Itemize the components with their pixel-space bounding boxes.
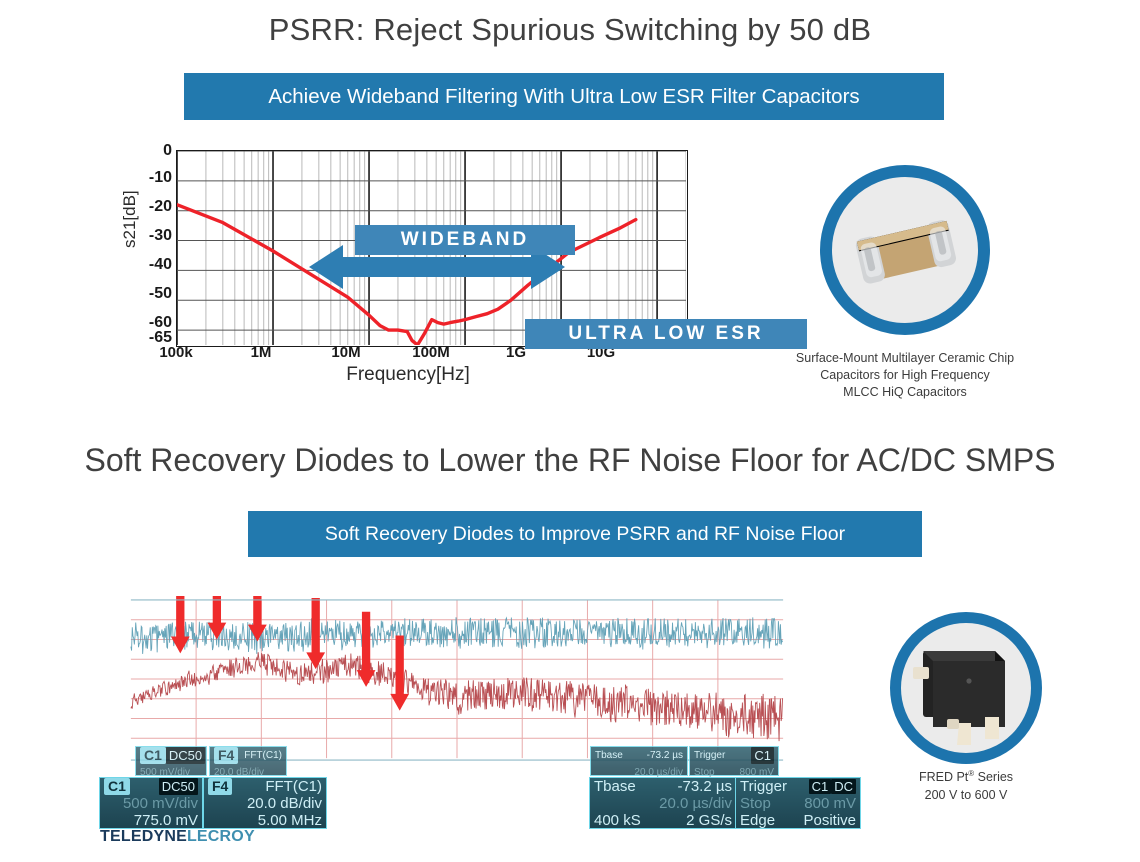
ghost-f4-tag: F4 [214,747,239,764]
ghost-tbase-scale: 20.0 µs/div [634,767,683,778]
fred-series-suffix: Series [974,770,1014,785]
timebase-label: Tbase [594,778,636,795]
y-tick: -65 [148,329,172,346]
ultra-low-esr-annotation: ULTRA LOW ESR [525,319,807,349]
channel-panel[interactable]: C1 DC50 500 mV/div 775.0 mV [99,777,203,829]
timebase-panel-ghost: Tbase -73.2 µs 20.0 µs/div [590,746,688,778]
registered-mark-icon: ® [968,769,975,778]
ghost-tbase-label: Tbase [595,750,623,761]
math-panel[interactable]: F4 FFT(C1) 20.0 dB/div 5.00 MHz [203,777,327,829]
capacitor-caption-line-2: Capacitors for High Frequency [820,367,990,382]
ghost-c1-tag: C1 [140,747,166,764]
math-function: FFT(C1) [265,778,322,795]
math-horizontal-scale: 5.00 MHz [257,812,322,829]
ghost-trig-level: 800 mV [739,767,774,778]
trigger-type: Edge [740,812,776,829]
y-tick: -10 [148,169,172,186]
ghost-fn: FFT(C1) [244,750,282,761]
x-tick: 100k [159,344,193,361]
channel-panel-ghost: C1 DC50 500 mV/div [135,746,207,778]
fred-caption: FRED Pt® Series 200 V to 600 V [866,768,1066,804]
page-title-section-1: PSRR: Reject Spurious Switching by 50 dB [268,12,872,47]
capacitor-caption: Surface-Mount Multilayer Ceramic Chip Ca… [770,350,1040,401]
ghost-tbase-delay: -73.2 µs [646,750,683,761]
ghost-coupling: DC50 [165,747,206,764]
trigger-panel-ghost: Trigger C1 Stop 800 mV [689,746,779,778]
channel-scale: 500 mV/div [122,795,198,812]
banner-section-1: Achieve Wideband Filtering With Ultra Lo… [184,73,944,120]
x-tick: 10M [331,344,361,361]
y-tick: -50 [148,285,172,302]
chart-y-axis-ticks: 0 -10 -20 -30 -40 -50 -60 -65 [128,142,172,346]
logo-brand: TELEDYNE [100,828,187,845]
fred-series-name: FRED Pt [918,770,969,785]
ghost-trig-state: Stop [694,767,715,778]
x-tick: 1G [505,344,527,361]
trigger-panel[interactable]: Trigger C1 DC Stop 800 mV Edge Positive [735,777,861,829]
timebase-sample-rate: 2 GS/s [686,812,732,829]
y-tick: -20 [148,198,172,215]
ghost-trig-src: C1 [751,747,774,764]
trigger-coupling: DC [831,779,856,794]
mlcc-capacitor-icon [855,220,956,284]
math-tag: F4 [208,778,233,795]
math-vertical-scale: 20.0 dB/div [246,795,322,812]
math-panel-ghost: F4 FFT(C1) 20.0 dB/div [209,746,287,778]
teledyne-lecroy-logo: TELEDYNELECROY [100,828,255,846]
x-tick: 1M [250,344,272,361]
oscilloscope-screenshot: C1 DC50 500 mV/div F4 FFT(C1) 20.0 dB/div … [99,596,861,836]
ghost-vert: 20.0 dB/div [214,767,265,778]
y-tick: -40 [148,256,172,273]
trigger-source: C1 [808,779,832,794]
timebase-panel[interactable]: Tbase -73.2 µs 20.0 µs/div 400 kS 2 GS/s [589,777,737,829]
wideband-annotation: WIDEBAND [355,225,575,255]
ghost-trig-label: Trigger [694,750,726,761]
trigger-label: Trigger [740,778,787,795]
fred-caption-line-2: 200 V to 600 V [924,787,1008,802]
channel-coupling: DC50 [158,778,198,795]
fred-product-circle [890,612,1042,764]
page-title-section-2: Soft Recovery Diodes to Lower the RF Noi… [84,442,1056,478]
y-tick: -30 [148,227,172,244]
ghost-scale: 500 mV/div [140,767,191,778]
trigger-slope: Positive [803,812,856,829]
trigger-state: Stop [740,795,771,812]
y-tick: -60 [148,314,172,331]
scope-grid-and-traces [130,596,784,763]
timebase-memory: 400 kS [594,812,641,829]
psrr-chart: s21[dB] 0 -10 -20 -30 -40 -50 -60 -65 [120,142,807,392]
capacitor-caption-line-1: Surface-Mount Multilayer Ceramic Chip [795,351,1015,365]
timebase-delay: -73.2 µs [677,778,733,795]
timebase-scale: 20.0 µs/div [659,795,732,812]
dpak-diode-icon [913,651,1005,745]
y-tick: 0 [163,142,172,159]
trigger-level: 800 mV [804,795,856,812]
banner-section-2: Soft Recovery Diodes to Improve PSRR and… [248,511,922,557]
channel-tag: C1 [104,778,130,795]
logo-sub: LECROY [186,828,255,845]
chart-x-axis-label: Frequency[Hz] [346,364,470,385]
capacitor-product-circle [820,165,990,335]
wideband-double-arrow [309,245,565,289]
x-tick: 100M [412,344,450,361]
channel-offset: 775.0 mV [133,812,198,829]
chart-plot-area: WIDEBAND ULTRA LOW ESR [175,150,807,349]
fred-caption-line-1: FRED Pt® Series [866,768,1066,787]
capacitor-caption-line-3: MLCC HiQ Capacitors [843,384,967,399]
